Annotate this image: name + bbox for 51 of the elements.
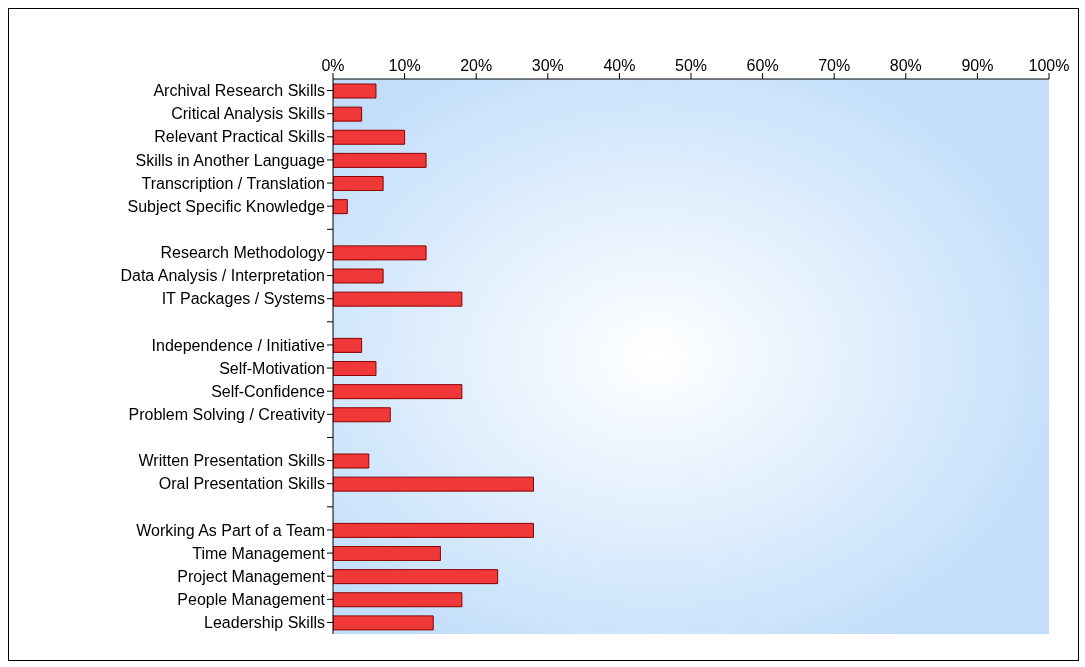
y-tick-label: Research Methodology <box>160 244 325 262</box>
y-tick-label: Project Management <box>177 567 326 585</box>
x-tick-label: 60% <box>746 57 779 74</box>
y-tick-label: Written Presentation Skills <box>138 452 325 470</box>
x-tick-label: 20% <box>460 57 493 74</box>
bar <box>333 546 441 561</box>
bar <box>333 592 463 608</box>
y-tick-label: Subject Specific Knowledge <box>127 197 326 215</box>
bar <box>333 106 363 122</box>
bar <box>333 152 427 168</box>
y-tick-label: Oral Presentation Skills <box>158 475 325 493</box>
y-tick-label: Critical Analysis Skills <box>171 105 325 123</box>
y-tick-label: Transcription / Translation <box>141 174 325 192</box>
y-tick-label: Self-Motivation <box>219 359 325 377</box>
y-tick-label: Leadership Skills <box>204 614 325 632</box>
x-tick-label: 30% <box>531 57 564 74</box>
bar <box>333 83 377 99</box>
y-tick-label: Problem Solving / Creativity <box>128 405 325 423</box>
bar <box>333 176 384 191</box>
bar <box>333 268 384 284</box>
x-tick-label: 40% <box>603 57 636 74</box>
x-tick-label: 0% <box>321 57 345 74</box>
y-tick-label: Working As Part of a Team <box>136 521 325 539</box>
bar <box>333 407 391 423</box>
x-tick-label: 50% <box>674 57 708 74</box>
x-tick-label: 80% <box>889 57 922 74</box>
bar <box>333 615 434 631</box>
bar <box>333 337 363 353</box>
y-tick-label: Independence / Initiative <box>151 336 326 354</box>
x-tick-label: 90% <box>961 57 994 74</box>
bar <box>333 384 463 400</box>
bar <box>333 291 463 307</box>
y-tick-label: Skills in Another Language <box>135 151 326 169</box>
y-tick-label: Self-Confidence <box>211 382 326 400</box>
x-tick-label: 100% <box>1028 57 1070 74</box>
bar <box>333 245 427 261</box>
bar <box>333 569 499 585</box>
bar <box>333 361 377 376</box>
bar <box>333 476 534 492</box>
y-tick-label: Data Analysis / Interpretation <box>120 267 325 285</box>
bar <box>333 129 406 145</box>
x-tick-label: 10% <box>388 57 421 74</box>
y-tick-label: Relevant Practical Skills <box>154 128 325 146</box>
y-tick-label: Archival Research Skills <box>153 82 325 100</box>
y-tick-label: Time Management <box>192 544 326 562</box>
y-tick-label: IT Packages / Systems <box>161 290 325 308</box>
x-tick-label: 70% <box>818 57 851 74</box>
bar <box>333 199 348 215</box>
y-tick-label: People Management <box>177 590 326 608</box>
bar <box>333 522 534 538</box>
bar <box>333 453 370 469</box>
